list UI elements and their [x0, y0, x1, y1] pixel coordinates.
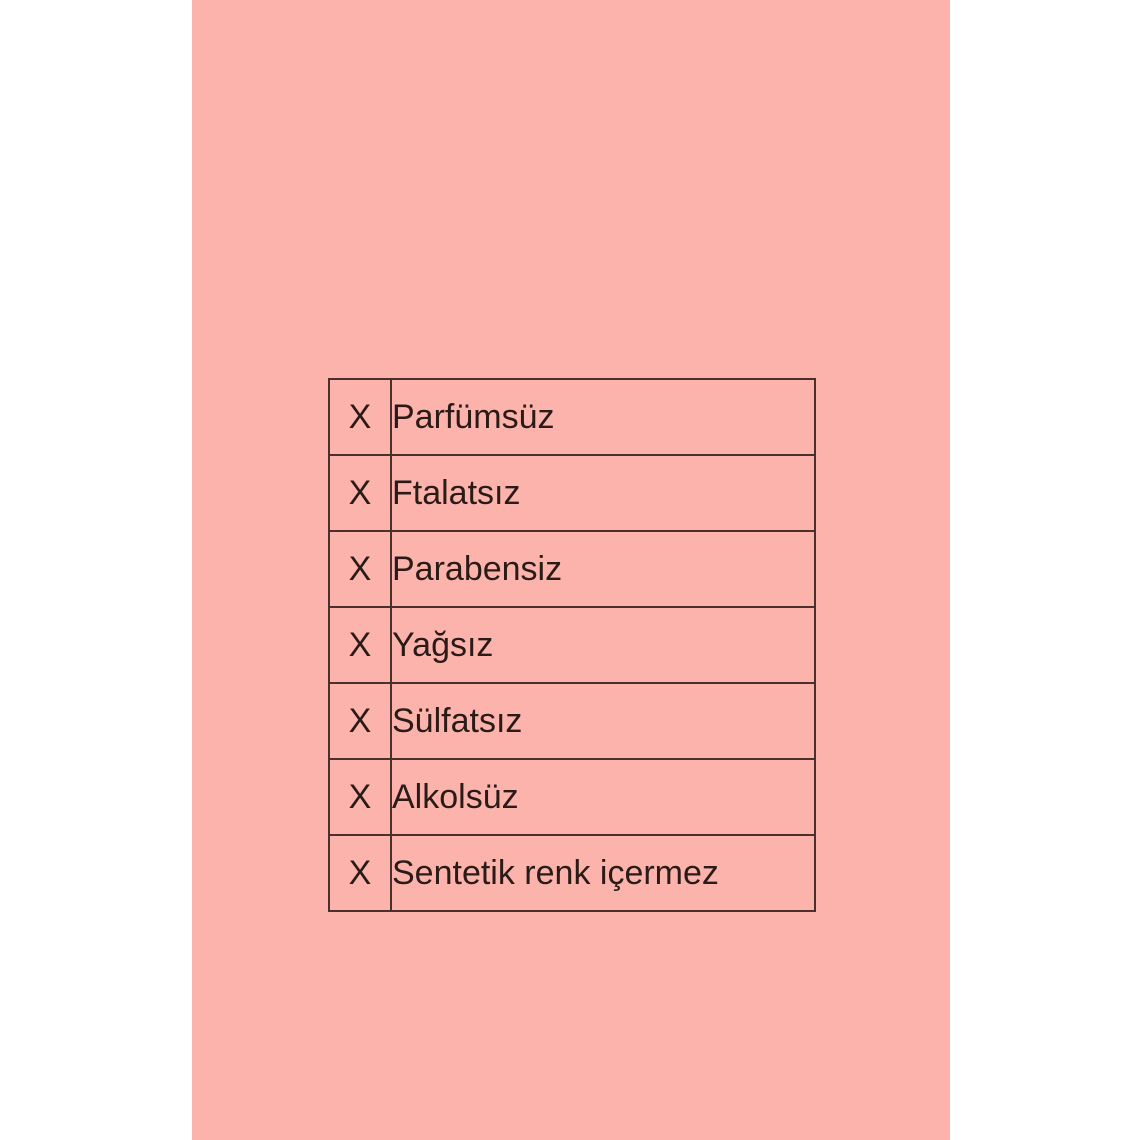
x-mark: X [328, 682, 392, 760]
table-row: X Parfümsüz [328, 378, 816, 456]
claim-label: Yağsız [390, 606, 816, 684]
claim-label: Alkolsüz [390, 758, 816, 836]
table-row: X Yağsız [328, 606, 816, 684]
claim-label: Sentetik renk içermez [390, 834, 816, 912]
x-mark: X [328, 454, 392, 532]
table-row: X Sülfatsız [328, 682, 816, 760]
table-row: X Ftalatsız [328, 454, 816, 532]
claim-label: Parfümsüz [390, 378, 816, 456]
table-row: X Alkolsüz [328, 758, 816, 836]
table-row: X Parabensiz [328, 530, 816, 608]
x-mark: X [328, 530, 392, 608]
x-mark: X [328, 378, 392, 456]
claim-label: Parabensiz [390, 530, 816, 608]
claims-table: X Parfümsüz X Ftalatsız X Parabensiz X Yağsı… [328, 378, 816, 912]
table-row: X Sentetik renk içermez [328, 834, 816, 912]
x-mark: X [328, 834, 392, 912]
x-mark: X [328, 758, 392, 836]
claim-label: Ftalatsız [390, 454, 816, 532]
x-mark: X [328, 606, 392, 684]
claim-label: Sülfatsız [390, 682, 816, 760]
